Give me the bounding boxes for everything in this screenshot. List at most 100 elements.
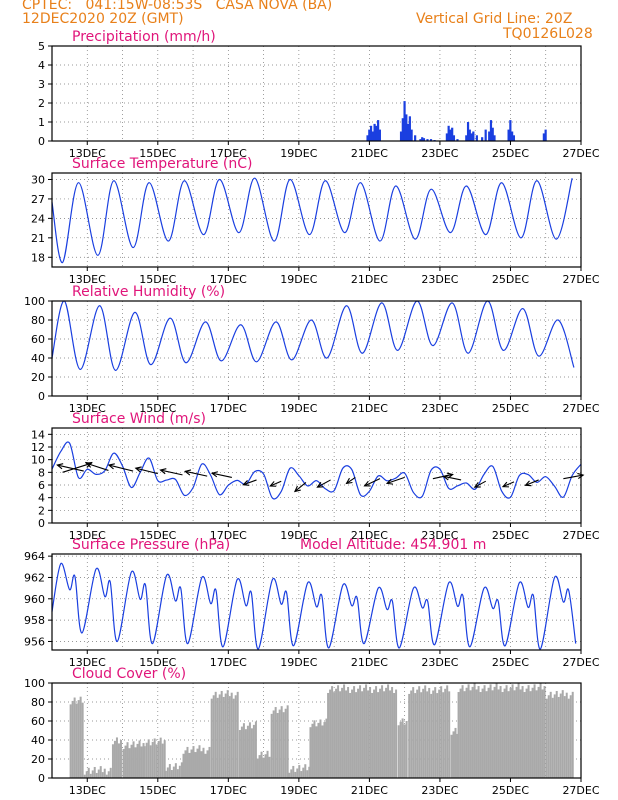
cloud-bar: [561, 690, 564, 778]
cloud-bar: [545, 698, 548, 778]
cloud-bar: [379, 688, 382, 778]
cloud-bar: [147, 739, 150, 778]
wind-arrow-head: [293, 485, 301, 493]
cloud-bar: [317, 722, 320, 778]
cloud-bar: [383, 691, 386, 778]
cloud-bar: [448, 691, 451, 778]
panel-6: 0 20 40 60 80 100 13DEC 15DEC 17DEC 19DEC 21DEC 23D…: [24, 666, 600, 797]
wind-arrow: [57, 464, 84, 472]
panel-title: Relative Humidity (%): [72, 284, 225, 300]
x-tick-label: 17DEC: [210, 402, 247, 415]
cloud-bar: [204, 753, 207, 778]
cloud-bar: [238, 730, 241, 778]
cloud-bar: [353, 686, 356, 778]
cloud-bar: [198, 745, 201, 778]
precip-bar: [419, 139, 422, 141]
cloud-bar: [420, 692, 423, 778]
y-tick-label: 100: [24, 295, 45, 308]
wind-arrow-head: [501, 481, 510, 488]
cloud-bar: [339, 691, 342, 778]
cloud-bar: [311, 723, 314, 778]
x-tick-label: 13DEC: [69, 529, 106, 542]
cloud-bar: [475, 689, 478, 778]
header-station: CPTEC: 041:15W-08:53S CASA NOVA (BA): [22, 0, 333, 13]
cloud-bar: [505, 685, 508, 778]
cloud-bar: [222, 696, 225, 778]
x-tick-label: 19DEC: [280, 147, 317, 160]
cloud-bar: [452, 731, 455, 778]
cloud-bar: [276, 713, 279, 778]
cloud-bar: [252, 724, 255, 778]
cloud-bar: [200, 751, 203, 778]
y-tick-label: 5: [38, 40, 45, 53]
cloud-bar: [300, 771, 303, 778]
wind-arrow: [62, 462, 92, 473]
cloud-bar: [401, 718, 404, 778]
x-tick-label: 23DEC: [421, 529, 458, 542]
model-altitude-label: Model Altitude: 454.901 m: [300, 537, 486, 553]
cloud-bar: [149, 745, 152, 778]
precip-bar: [447, 125, 450, 141]
x-tick-label: 15DEC: [139, 147, 176, 160]
cloud-bar: [389, 690, 392, 778]
cloud-bar: [93, 766, 96, 778]
cloud-bar: [306, 770, 309, 778]
cloud-bar: [477, 686, 480, 778]
cloud-bar: [513, 690, 516, 778]
cloud-bar: [286, 705, 289, 778]
wind-arrow-head: [134, 466, 142, 473]
cloud-bar: [115, 737, 118, 778]
wind-arrow: [443, 475, 462, 481]
cloud-bar: [128, 748, 131, 778]
cloud-bar: [226, 690, 229, 778]
wind-arrow-head: [442, 474, 450, 481]
precip-bar: [449, 129, 452, 141]
x-tick-label: 23DEC: [421, 656, 458, 669]
cloud-bar: [262, 757, 265, 778]
cloud-bar: [499, 686, 502, 778]
cloud-bar: [459, 688, 462, 778]
cloud-bar: [142, 743, 145, 778]
cloud-bar: [246, 725, 249, 778]
precip-bar: [456, 139, 459, 141]
cloud-bar: [465, 687, 468, 778]
wind-arrow: [386, 476, 405, 484]
panel-title: Surface Temperature (nC): [72, 156, 253, 172]
cloud-bar: [571, 691, 574, 778]
cloud-bar: [333, 692, 336, 778]
x-tick-label: 21DEC: [351, 529, 388, 542]
precip-bar: [491, 127, 494, 141]
cloud-bar: [107, 771, 110, 778]
wind-arrow: [294, 482, 307, 492]
cloud-bar: [363, 687, 366, 778]
cloud-bar: [325, 718, 328, 778]
y-tick-label: 24: [31, 212, 45, 225]
x-tick-label: 27DEC: [562, 656, 599, 669]
x-tick-label: 27DEC: [562, 402, 599, 415]
cloud-bar: [240, 726, 243, 778]
temperature-line: [51, 177, 573, 264]
cloud-bar: [471, 686, 474, 778]
cloud-bar: [95, 772, 98, 778]
cloud-bar: [103, 768, 106, 778]
cloud-bar: [347, 686, 350, 778]
cloud-bar: [432, 690, 435, 778]
panel-3: 0 20 40 60 80 100 13DEC 15DEC 17DEC 19DEC 21DEC 23D…: [24, 284, 600, 415]
x-tick-label: 15DEC: [139, 529, 176, 542]
cloud-bar: [228, 696, 231, 778]
precip-bar: [489, 120, 493, 141]
cloud-bar: [509, 687, 512, 778]
cloud-bar: [367, 690, 370, 778]
precip-bar: [368, 129, 371, 141]
x-tick-label: 17DEC: [210, 529, 247, 542]
cloud-bar: [351, 689, 354, 778]
precip-bar: [472, 131, 475, 141]
cloud-bar: [71, 700, 74, 778]
cloud-bar: [519, 689, 522, 778]
cloud-bar: [361, 691, 364, 778]
cloud-bar: [547, 695, 550, 778]
precip-bar: [426, 139, 429, 141]
cloud-bar: [83, 774, 86, 778]
